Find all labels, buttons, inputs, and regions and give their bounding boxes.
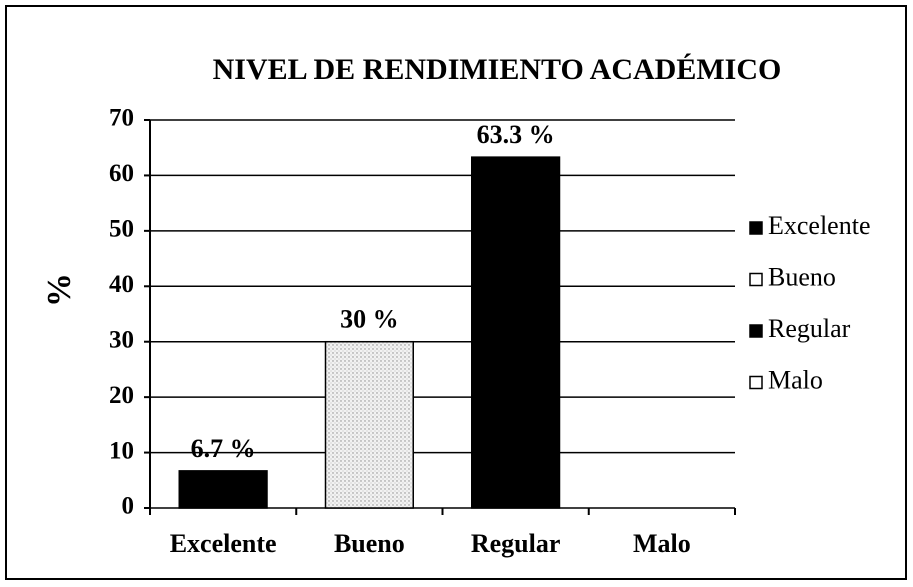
y-tick-label: 30 [109,326,134,353]
x-tick-label: Malo [633,529,691,558]
legend-label: Regular [768,314,851,343]
data-label: 30 % [340,305,399,334]
y-tick-label: 10 [109,437,134,464]
x-tick-label: Excelente [170,529,277,558]
y-tick-label: 70 [109,105,134,132]
legend-swatch [749,324,763,338]
bar [178,470,268,509]
y-tick-label: 60 [109,160,134,187]
x-tick-label: Bueno [334,529,405,558]
legend-label: Bueno [768,262,836,291]
legend-swatch [749,221,763,235]
data-label: 63.3 % [477,120,555,149]
legend-swatch [749,375,763,390]
data-label: 6.7 % [191,434,256,463]
y-tick-label: 0 [122,493,135,520]
chart-border [5,5,907,580]
legend-label: Excelente [768,211,871,240]
y-tick-label: 20 [109,382,134,409]
chart-title: NIVEL DE RENDIMIENTO ACADÉMICO [213,53,782,86]
legend-label: Malo [768,365,823,394]
legend-swatch [749,272,763,287]
y-axis-label: % [41,273,78,307]
x-tick-label: Regular [471,529,561,558]
bar [471,156,561,509]
y-tick-label: 40 [109,271,134,298]
y-tick-label: 50 [109,216,134,243]
bar [324,340,414,509]
